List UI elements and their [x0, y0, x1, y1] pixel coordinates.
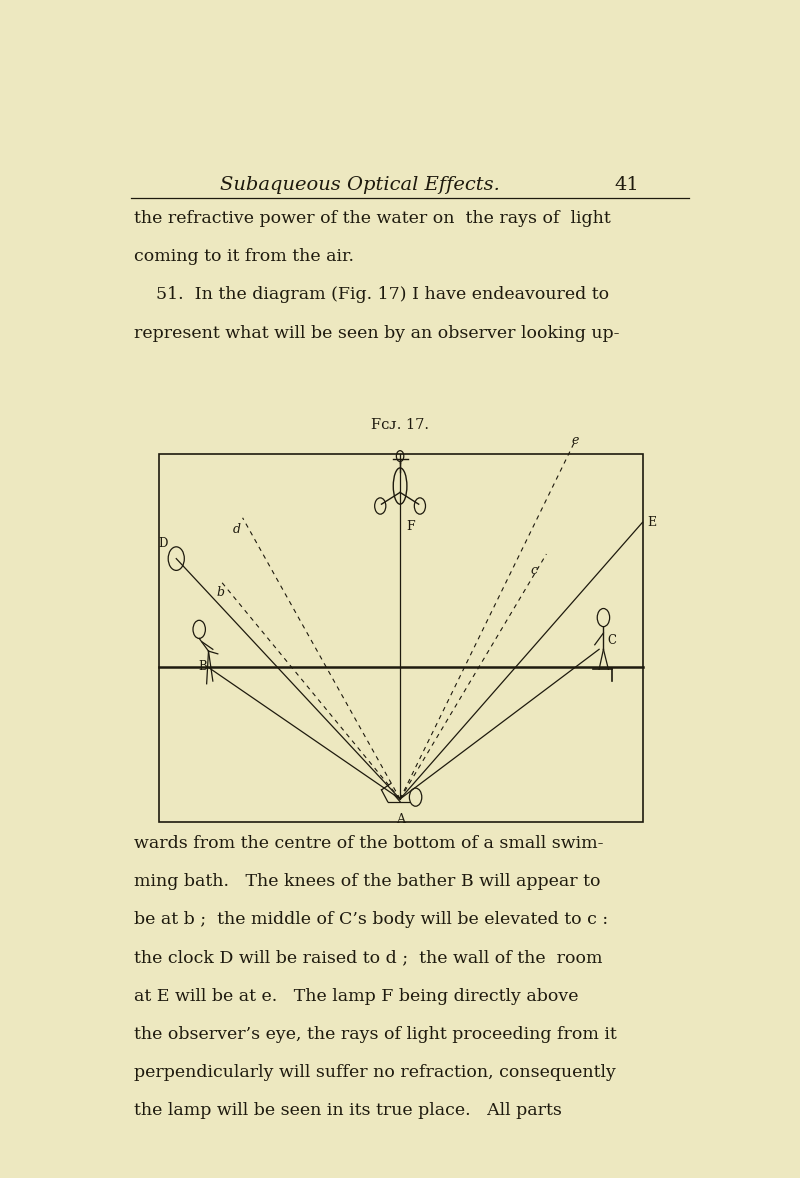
Text: the lamp will be seen in its true place.   All parts: the lamp will be seen in its true place.… — [134, 1101, 562, 1119]
Text: B: B — [198, 660, 206, 673]
Text: 51.  In the diagram (Fig. 17) I have endeavoured to: 51. In the diagram (Fig. 17) I have ende… — [134, 286, 610, 304]
Text: D: D — [159, 536, 168, 549]
Text: perpendicularly will suffer no refraction, consequently: perpendicularly will suffer no refractio… — [134, 1064, 616, 1081]
Text: coming to it from the air.: coming to it from the air. — [134, 249, 354, 265]
Text: c: c — [530, 564, 538, 577]
Text: be at b ;  the middle of C’s body will be elevated to c :: be at b ; the middle of C’s body will be… — [134, 912, 608, 928]
Text: the refractive power of the water on  the rays of  light: the refractive power of the water on the… — [134, 211, 611, 227]
Text: the observer’s eye, the rays of light proceeding from it: the observer’s eye, the rays of light pr… — [134, 1026, 617, 1043]
Bar — [159, 455, 642, 822]
Text: e: e — [571, 434, 578, 446]
Text: C: C — [607, 635, 616, 648]
Text: d: d — [233, 523, 240, 536]
Text: at E will be at e.   The lamp F being directly above: at E will be at e. The lamp F being dire… — [134, 987, 578, 1005]
Text: 41: 41 — [614, 176, 639, 194]
Text: wards from the centre of the bottom of a small swim-: wards from the centre of the bottom of a… — [134, 835, 604, 852]
Text: the clock D will be raised to d ;  the wall of the  room: the clock D will be raised to d ; the wa… — [134, 949, 602, 967]
Text: A: A — [395, 813, 405, 826]
Text: b: b — [217, 587, 225, 600]
Text: represent what will be seen by an observer looking up-: represent what will be seen by an observ… — [134, 325, 620, 342]
Text: Fᴄᴊ. 17.: Fᴄᴊ. 17. — [371, 418, 429, 431]
Text: Subaqueous Optical Effects.: Subaqueous Optical Effects. — [221, 176, 500, 194]
Text: E: E — [647, 516, 657, 529]
Text: ming bath.   The knees of the bather B will appear to: ming bath. The knees of the bather B wil… — [134, 873, 601, 891]
Text: F: F — [406, 519, 415, 532]
